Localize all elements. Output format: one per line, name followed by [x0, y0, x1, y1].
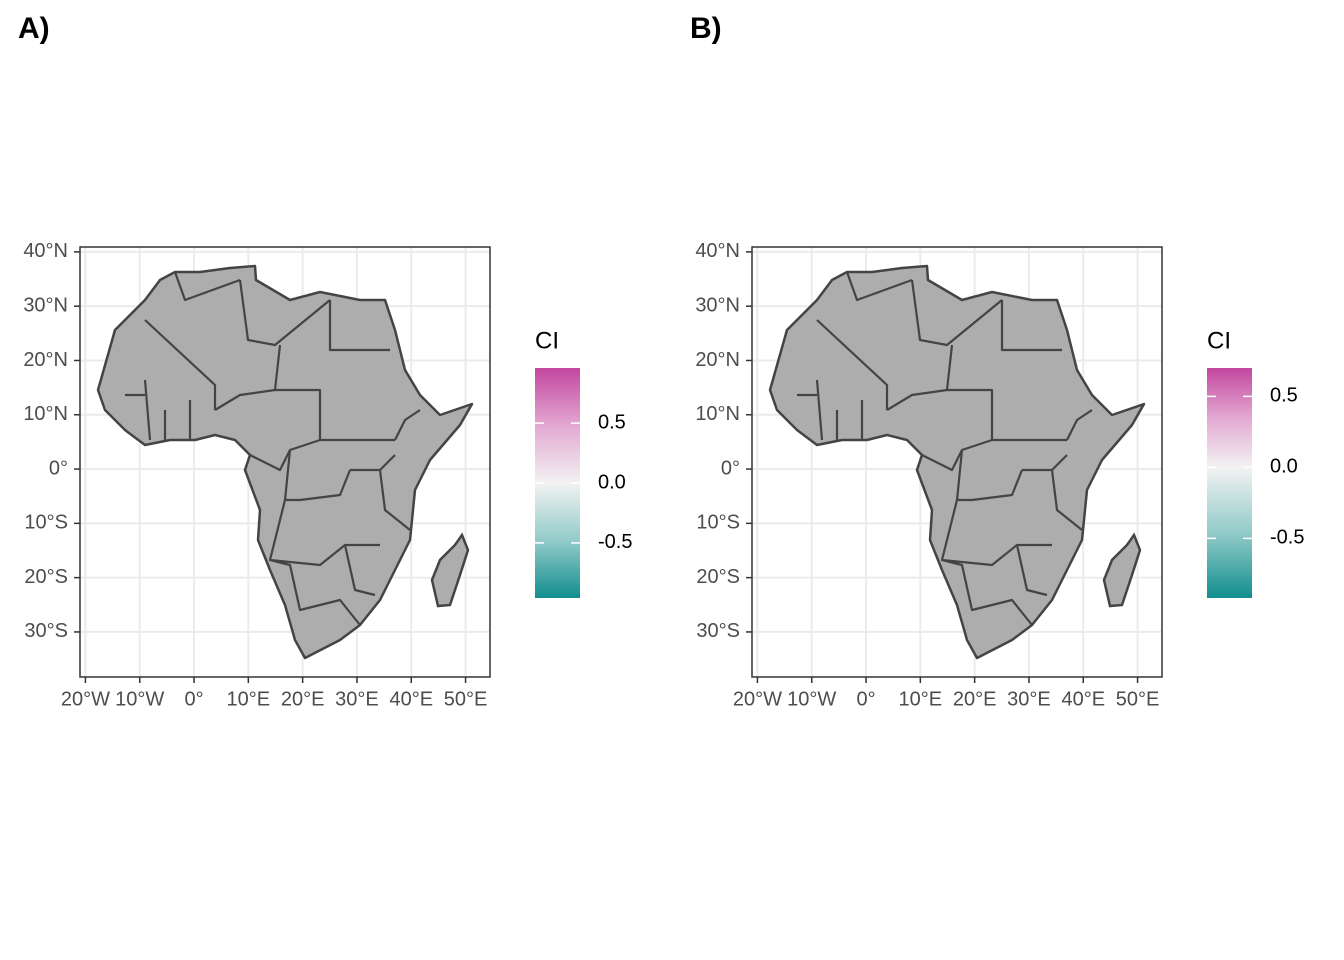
x-tick-label: 40°E [1061, 688, 1105, 710]
y-tick-label: 10°N [695, 403, 740, 425]
y-tick-label: 20°S [24, 566, 68, 588]
y-tick-label: 30°N [23, 294, 68, 316]
y-tick-label: 30°S [696, 620, 740, 642]
legend-tick-label: -0.5 [1270, 527, 1304, 549]
x-tick-label: 10°E [899, 688, 943, 710]
x-tick-label: 10°W [787, 688, 836, 710]
x-tick-label: 20°W [61, 688, 110, 710]
x-tick-label: 10°W [115, 688, 164, 710]
plot-border [79, 246, 491, 678]
x-tick-label: 50°E [444, 688, 488, 710]
x-tick-label: 30°E [335, 688, 379, 710]
x-tick-label: 10°E [227, 688, 271, 710]
y-tick-label: 10°N [23, 403, 68, 425]
y-tick-label: 20°N [695, 349, 740, 371]
legend-tick-label: 0.5 [598, 411, 626, 433]
legend-colorbar [1207, 368, 1252, 598]
y-tick-label: 30°S [24, 620, 68, 642]
x-tick-label: 20°W [733, 688, 782, 710]
legend-tick-label: -0.5 [598, 531, 632, 553]
y-tick-label: 40°N [695, 240, 740, 262]
x-tick-label: 50°E [1116, 688, 1160, 710]
legend-tick-label: 0.5 [1270, 385, 1298, 407]
plot-border [751, 246, 1163, 678]
y-tick-label: 40°N [23, 240, 68, 262]
y-tick-label: 20°N [23, 349, 68, 371]
x-tick-label: 20°E [281, 688, 325, 710]
x-tick-label: 30°E [1007, 688, 1051, 710]
y-tick-label: 0° [49, 457, 68, 479]
legend-title: CI [1207, 327, 1231, 354]
legend-tick-label: 0.0 [1270, 456, 1298, 478]
map-panel: B) 20°W 10°W 0° 10°E 20°E 30°E 40°E 50°E 40°N 30°N… [690, 12, 1304, 710]
y-tick-label: 10°S [24, 512, 68, 534]
y-tick-label: 30°N [695, 294, 740, 316]
legend-title: CI [535, 327, 559, 354]
y-tick-label: 20°S [696, 566, 740, 588]
map-panel: A) 20°W 10°W 0° 10°E 20°E 30°E 40°E 50°E 40°N 30°N… [18, 12, 632, 710]
legend-tick-label: 0.0 [598, 471, 626, 493]
x-tick-label: 20°E [953, 688, 997, 710]
y-tick-label: 10°S [696, 512, 740, 534]
x-tick-label: 0° [856, 688, 875, 710]
y-tick-label: 0° [721, 457, 740, 479]
x-tick-label: 40°E [389, 688, 433, 710]
panel-label: B) [690, 12, 722, 45]
x-tick-label: 0° [184, 688, 203, 710]
panel-label: A) [18, 12, 50, 45]
